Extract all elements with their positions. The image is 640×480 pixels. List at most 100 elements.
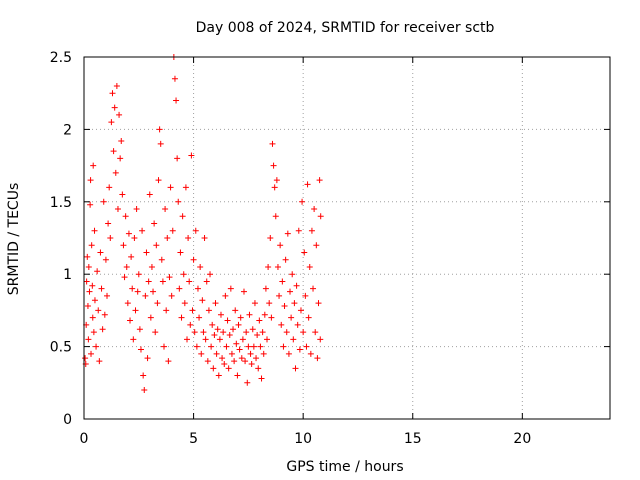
data-point bbox=[246, 311, 253, 318]
data-point bbox=[220, 329, 227, 336]
data-point bbox=[310, 285, 317, 292]
data-point bbox=[294, 321, 301, 328]
data-point bbox=[278, 321, 285, 328]
data-point bbox=[191, 329, 198, 336]
data-point bbox=[87, 177, 94, 184]
data-point bbox=[231, 358, 238, 365]
data-point bbox=[228, 350, 235, 357]
data-point bbox=[204, 358, 211, 365]
data-point bbox=[179, 213, 186, 220]
data-point bbox=[141, 387, 148, 394]
chart-title: Day 008 of 2024, SRMTID for receiver sct… bbox=[196, 20, 495, 36]
data-point bbox=[155, 177, 162, 184]
data-point bbox=[134, 288, 141, 295]
data-point bbox=[213, 350, 220, 357]
data-point bbox=[289, 271, 296, 278]
data-point bbox=[236, 346, 243, 353]
data-point bbox=[266, 300, 273, 307]
data-point bbox=[264, 336, 271, 343]
data-point bbox=[250, 343, 257, 350]
data-point bbox=[88, 350, 95, 357]
data-point bbox=[194, 285, 201, 292]
data-point bbox=[215, 372, 222, 379]
data-point bbox=[88, 242, 95, 249]
data-point bbox=[108, 119, 115, 126]
data-point bbox=[291, 300, 298, 307]
data-point bbox=[295, 227, 302, 234]
x-tick-label: 15 bbox=[404, 431, 422, 447]
data-point bbox=[314, 355, 321, 362]
data-point bbox=[133, 206, 140, 213]
data-point bbox=[187, 321, 194, 328]
data-point bbox=[165, 358, 172, 365]
data-point bbox=[102, 256, 109, 263]
data-point bbox=[290, 336, 297, 343]
data-point bbox=[277, 242, 284, 249]
data-point bbox=[315, 300, 322, 307]
data-point bbox=[181, 300, 188, 307]
y-tick-labels: 0 0.5 1 1.5 2 2.5 bbox=[50, 50, 72, 428]
data-point bbox=[202, 336, 209, 343]
data-point bbox=[118, 137, 125, 144]
data-point bbox=[127, 317, 134, 324]
data-point bbox=[160, 343, 167, 350]
data-point bbox=[95, 307, 102, 314]
data-point bbox=[234, 372, 241, 379]
y-axis-label: SRMTID / TECUs bbox=[6, 183, 22, 296]
data-point bbox=[280, 343, 287, 350]
data-point bbox=[112, 169, 119, 176]
data-point bbox=[306, 263, 313, 270]
data-point bbox=[101, 311, 108, 318]
x-tick-label: 0 bbox=[80, 431, 89, 447]
data-point bbox=[96, 358, 103, 365]
data-point bbox=[255, 365, 262, 372]
data-point bbox=[145, 278, 152, 285]
data-point bbox=[313, 242, 320, 249]
data-point bbox=[199, 297, 206, 304]
data-point bbox=[91, 227, 98, 234]
data-point bbox=[107, 235, 114, 241]
data-point bbox=[116, 111, 123, 118]
data-point bbox=[253, 355, 260, 362]
x-tick-label: 5 bbox=[189, 431, 198, 447]
data-point bbox=[296, 346, 303, 353]
y-tick-label: 1.5 bbox=[50, 195, 72, 211]
data-point bbox=[188, 152, 195, 159]
data-point bbox=[152, 329, 159, 336]
data-point bbox=[139, 227, 146, 234]
data-point bbox=[131, 235, 138, 241]
data-point bbox=[276, 292, 283, 299]
data-point bbox=[233, 340, 240, 347]
data-point bbox=[249, 326, 256, 333]
y-tick-label: 2 bbox=[63, 122, 72, 138]
data-point bbox=[267, 235, 274, 241]
data-point bbox=[226, 332, 233, 339]
data-point bbox=[244, 379, 251, 386]
data-point bbox=[148, 263, 155, 270]
data-point bbox=[302, 292, 309, 299]
data-point bbox=[182, 184, 189, 191]
data-point bbox=[162, 206, 169, 213]
data-point bbox=[207, 271, 214, 278]
data-point bbox=[159, 278, 166, 285]
data-point bbox=[109, 90, 116, 97]
data-point bbox=[146, 191, 153, 198]
data-point bbox=[205, 307, 212, 314]
data-point bbox=[235, 321, 242, 328]
data-point bbox=[260, 350, 267, 357]
data-point bbox=[154, 300, 161, 307]
data-point bbox=[174, 155, 181, 162]
data-point bbox=[316, 177, 323, 184]
data-point bbox=[237, 314, 244, 321]
data-point bbox=[257, 343, 264, 350]
data-point bbox=[193, 343, 200, 350]
data-point bbox=[144, 355, 151, 362]
data-point bbox=[158, 256, 165, 263]
data-point bbox=[311, 206, 318, 213]
data-point bbox=[123, 263, 130, 270]
data-point bbox=[151, 220, 158, 227]
data-point bbox=[230, 326, 237, 333]
data-point bbox=[285, 350, 292, 357]
data-point bbox=[232, 307, 239, 314]
data-point bbox=[262, 285, 269, 292]
